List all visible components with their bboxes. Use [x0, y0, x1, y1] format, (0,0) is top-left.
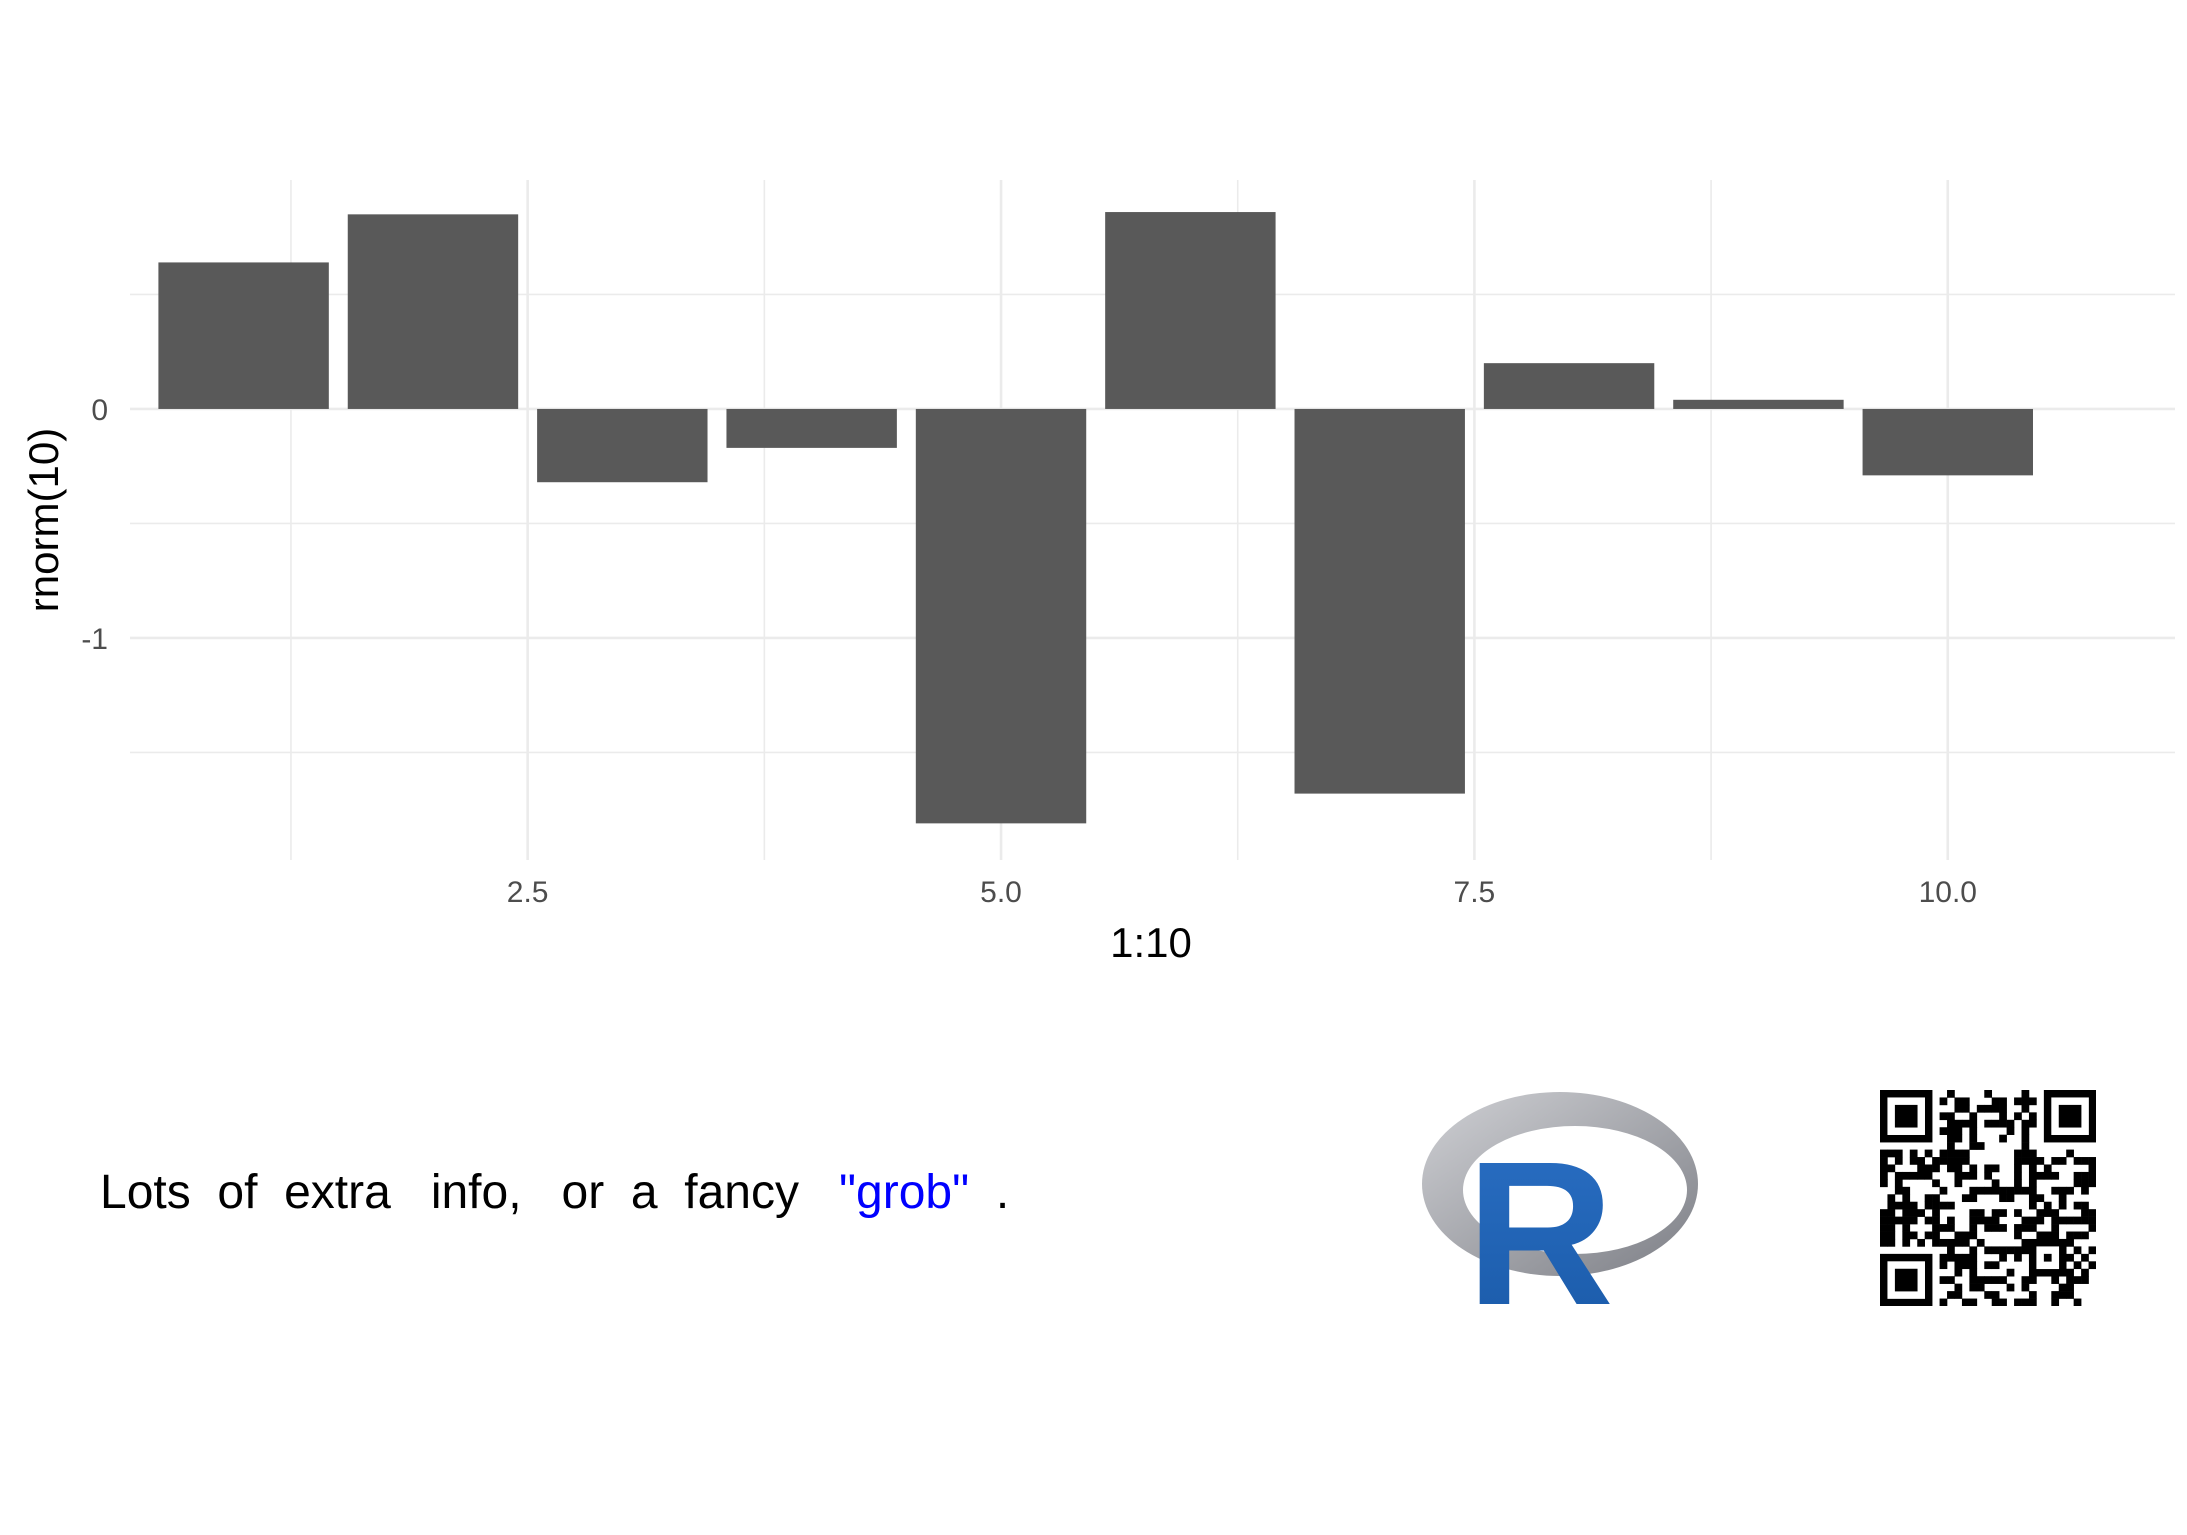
r-logo-letter: R	[1466, 1119, 1614, 1310]
y-axis-title: rnorm(10)	[20, 428, 67, 612]
bar	[1294, 408, 1465, 794]
r-logo-icon: R	[1422, 1092, 1698, 1310]
caption-end: .	[969, 1166, 1010, 1219]
bar	[1673, 399, 1844, 409]
bar	[1483, 363, 1655, 409]
tick-labels: 2.5 5.0 7.5 10.0 0 -1	[81, 394, 1977, 909]
bar	[1105, 212, 1276, 409]
bar	[915, 408, 1087, 824]
qr-code-icon	[1880, 1090, 2096, 1306]
caption-text: Lots of extra info, or a fancy "grob" .	[100, 1165, 1009, 1220]
x-tick-label: 5.0	[980, 876, 1022, 909]
bar	[1862, 408, 2033, 476]
bar	[726, 408, 897, 448]
y-tick-label: 0	[91, 394, 108, 427]
caption-main: Lots of extra info, or a fancy	[100, 1166, 840, 1219]
bar	[537, 408, 708, 483]
x-tick-label: 2.5	[507, 876, 549, 909]
y-tick-label: -1	[81, 623, 108, 656]
x-axis-title: 1:10	[1110, 919, 1192, 966]
caption-grob-highlight: "grob"	[839, 1166, 970, 1219]
bar	[158, 262, 329, 409]
bars	[158, 212, 2033, 824]
x-tick-label: 7.5	[1454, 876, 1496, 909]
bar-chart: 2.5 5.0 7.5 10.0 0 -1 1:10 rnorm(10)	[20, 180, 2175, 966]
x-tick-label: 10.0	[1919, 876, 1977, 909]
bar	[347, 214, 519, 409]
